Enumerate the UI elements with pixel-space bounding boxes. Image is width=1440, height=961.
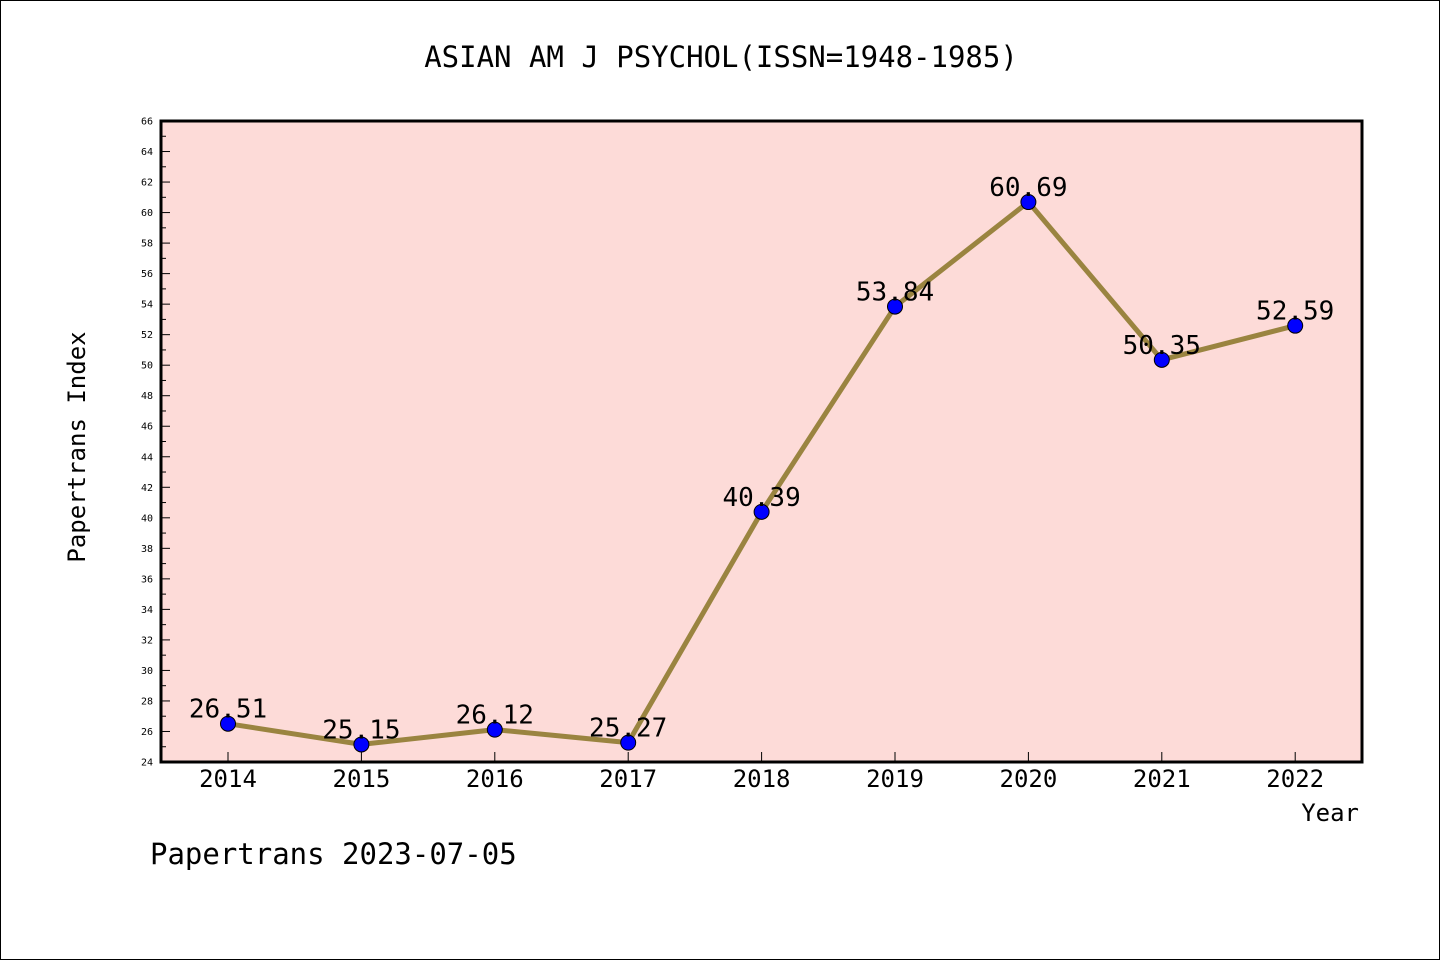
x-tick-label: 2015 [333,765,391,793]
series-layer [220,194,1304,753]
data-point-label: 26.12 [456,701,534,731]
footer-date-stamp: Papertrans 2023-07-05 [150,837,517,871]
x-axis-title: Year [1301,799,1359,827]
y-tick-label: 38 [141,544,153,555]
y-tick-label: 50 [141,361,153,372]
plot-area [159,119,1364,764]
x-axis: 2014 2015 2016 2017 2018 2019 2020 2021 2022 [199,752,1324,793]
data-point-marker [1020,194,1037,211]
y-tick-label: 54 [141,300,153,311]
y-axis: 24 26 28 30 32 34 36 38 40 42 44 46 48 50 52 54 56 58 60 62… [141,117,170,769]
y-tick-label: 60 [141,208,153,219]
data-label-layer: 26.51 25.15 26.12 25.27 40.39 53.84 60.69 50.35… [189,173,1334,745]
y-tick-label: 32 [141,635,153,646]
data-point-label: 50.35 [1123,331,1201,361]
y-tick-label: 58 [141,239,153,250]
data-point-marker [620,734,637,751]
data-point-marker [486,721,503,738]
y-tick-label: 66 [141,117,153,128]
y-axis-title: Papertrans Index [63,331,91,562]
y-tick-label: 48 [141,391,153,402]
y-tick-label: 24 [141,758,153,769]
x-tick-label: 2022 [1266,765,1324,793]
y-tick-label: 42 [141,483,153,494]
y-tick-label: 44 [141,452,153,463]
x-tick-label: 2018 [733,765,791,793]
data-point-marker [1287,317,1304,334]
data-point-label: 53.84 [856,278,934,308]
y-tick-label: 34 [141,605,153,616]
x-tick-label: 2019 [866,765,924,793]
data-point-marker [753,503,770,520]
x-tick-label: 2020 [1000,765,1058,793]
y-tick-label: 62 [141,178,153,189]
y-tick-label: 64 [141,147,153,158]
data-point-label: 40.39 [722,483,800,513]
data-point-label: 25.27 [589,714,667,744]
data-point-marker [887,298,903,315]
y-tick-label: 28 [141,696,153,707]
chart-title: ASIAN AM J PSYCHOL(ISSN=1948-1985) [424,40,1018,74]
data-point-label: 25.15 [322,715,400,745]
data-point-marker [353,736,370,753]
x-tick-label: 2014 [199,765,257,793]
y-tick-label: 40 [141,513,153,524]
data-point-label: 60.69 [989,173,1067,203]
x-tick-label: 2021 [1133,765,1191,793]
y-tick-label: 26 [141,727,153,738]
data-point-label: 52.59 [1256,297,1334,327]
y-tick-label: 46 [141,422,153,433]
y-tick-label: 36 [141,574,153,585]
data-point-marker [1153,351,1170,368]
x-tick-label: 2017 [599,765,657,793]
data-point-marker [220,715,236,732]
data-point-label: 26.51 [189,695,267,725]
x-tick-label: 2016 [466,765,524,793]
y-tick-label: 56 [141,269,153,280]
y-tick-label: 30 [141,666,153,677]
y-tick-label: 52 [141,330,153,341]
